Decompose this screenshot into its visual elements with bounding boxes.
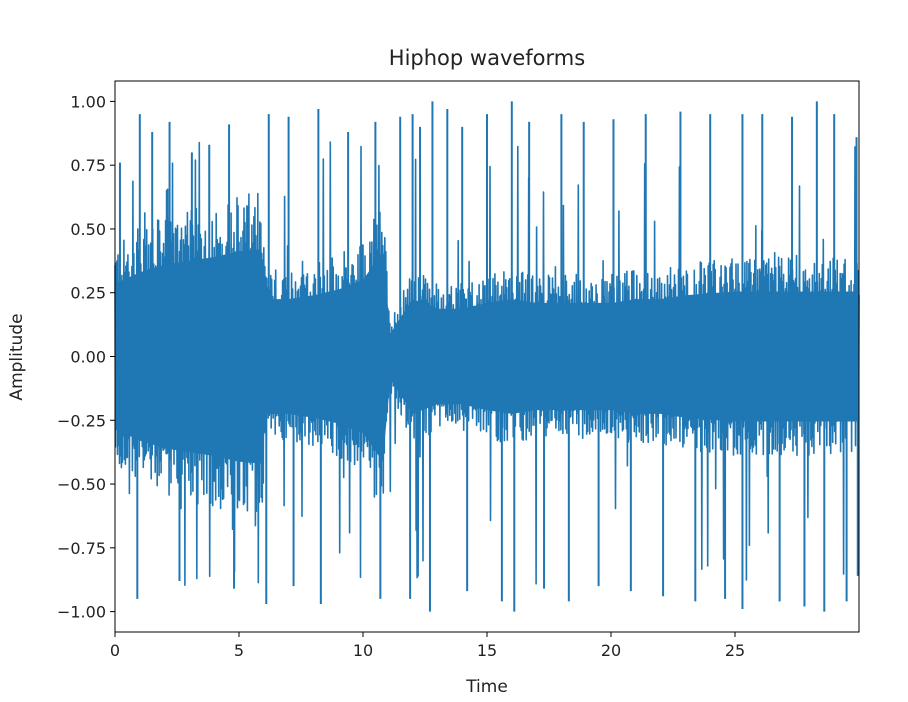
y-axis: 1.00 0.75 0.50 0.25 0.00 −0.25 −0.50 −0.75 −1.00 <box>57 92 115 622</box>
x-tick-label: 10 <box>353 641 373 660</box>
chart-title: Hiphop waveforms <box>389 46 585 70</box>
y-tick-label: −0.75 <box>57 539 106 558</box>
y-tick-label: 0.00 <box>70 348 106 367</box>
x-axis-label: Time <box>465 677 508 697</box>
x-tick-label: 0 <box>110 641 120 660</box>
y-tick-label: 1.00 <box>70 92 106 111</box>
y-tick-label: −0.25 <box>57 411 106 430</box>
x-tick-label: 15 <box>477 641 497 660</box>
y-tick-label: 0.75 <box>70 156 106 175</box>
y-tick-label: −1.00 <box>57 603 106 622</box>
y-tick-label: −0.50 <box>57 475 106 494</box>
waveform-series <box>114 101 860 612</box>
x-tick-label: 25 <box>725 641 745 660</box>
y-tick-label: 0.25 <box>70 284 106 303</box>
y-axis-label: Amplitude <box>7 313 27 400</box>
y-tick-label: 0.50 <box>70 220 106 239</box>
x-tick-label: 5 <box>234 641 244 660</box>
x-axis: 0 5 10 15 20 25 <box>110 632 745 660</box>
x-tick-label: 20 <box>601 641 621 660</box>
